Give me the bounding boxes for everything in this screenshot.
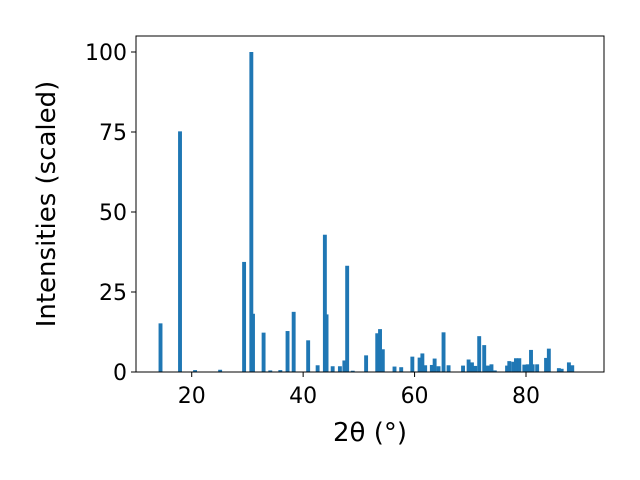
bar bbox=[514, 358, 518, 372]
bar bbox=[517, 358, 522, 372]
bar bbox=[477, 336, 482, 372]
bar bbox=[530, 364, 535, 372]
y-tick-label: 25 bbox=[99, 281, 127, 306]
bar bbox=[429, 364, 434, 372]
bar bbox=[470, 362, 474, 372]
bar bbox=[278, 370, 283, 372]
bar bbox=[522, 364, 527, 372]
bar bbox=[380, 349, 385, 372]
y-axis-label: Intensities (scaled) bbox=[32, 81, 62, 328]
bar bbox=[251, 313, 255, 372]
bar bbox=[345, 265, 350, 372]
bar bbox=[482, 345, 487, 372]
bar bbox=[330, 366, 335, 372]
plot-background bbox=[136, 36, 604, 372]
bar bbox=[566, 362, 571, 372]
x-tick-label: 80 bbox=[512, 384, 540, 409]
bar bbox=[285, 331, 290, 372]
bar bbox=[392, 366, 397, 372]
bar bbox=[423, 365, 428, 372]
bar bbox=[218, 369, 223, 372]
y-tick-label: 0 bbox=[113, 361, 127, 386]
bars-group bbox=[158, 52, 575, 372]
bar bbox=[364, 355, 369, 372]
bar bbox=[193, 370, 198, 372]
bar bbox=[446, 365, 451, 372]
bar bbox=[158, 323, 163, 372]
bar bbox=[350, 370, 355, 372]
y-tick-label: 75 bbox=[99, 121, 127, 146]
bar bbox=[249, 52, 254, 372]
bar bbox=[461, 365, 465, 372]
plot-frame bbox=[135, 35, 605, 373]
bar bbox=[432, 358, 437, 372]
bar bbox=[507, 361, 512, 372]
bar bbox=[556, 368, 561, 372]
bar bbox=[473, 365, 478, 372]
bar bbox=[337, 366, 342, 372]
bar bbox=[417, 357, 422, 372]
bar bbox=[505, 365, 510, 372]
bar bbox=[306, 340, 311, 372]
bar bbox=[570, 365, 575, 372]
bar bbox=[375, 333, 380, 372]
y-tick-label: 50 bbox=[99, 201, 127, 226]
bar bbox=[322, 234, 327, 372]
bar bbox=[324, 314, 329, 372]
bar bbox=[436, 366, 441, 372]
bar bbox=[178, 131, 182, 372]
bar bbox=[242, 261, 247, 372]
x-ticks-group: 20 40 60 80 bbox=[178, 372, 540, 409]
bar bbox=[378, 329, 382, 372]
bar bbox=[466, 359, 471, 372]
x-tick-label: 40 bbox=[289, 384, 317, 409]
bar bbox=[315, 365, 320, 372]
bar bbox=[544, 357, 549, 372]
x-tick-label: 60 bbox=[401, 384, 429, 409]
bar bbox=[485, 365, 490, 372]
bar bbox=[546, 348, 551, 372]
bar bbox=[559, 368, 564, 372]
bar bbox=[529, 349, 533, 372]
bar bbox=[291, 311, 296, 372]
x-axis-label: 2θ (°) bbox=[333, 418, 407, 448]
y-tick-label: 100 bbox=[85, 41, 127, 66]
bar bbox=[268, 370, 273, 372]
bar bbox=[399, 367, 404, 372]
bar bbox=[489, 364, 494, 372]
bar bbox=[441, 332, 446, 372]
y-ticks-group: 0 25 50 75 100 bbox=[85, 41, 136, 386]
bar bbox=[420, 353, 425, 372]
x-tick-label: 20 bbox=[178, 384, 206, 409]
bar bbox=[410, 356, 415, 372]
bar bbox=[342, 360, 347, 372]
bar bbox=[535, 364, 540, 372]
bar bbox=[261, 332, 266, 372]
bar bbox=[525, 364, 530, 372]
bar bbox=[492, 370, 497, 372]
bar bbox=[511, 361, 516, 372]
